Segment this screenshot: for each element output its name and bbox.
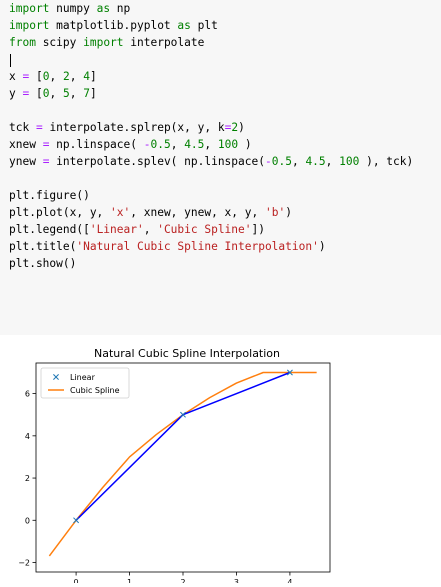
code-line-13: plt.plot(x, y, 'x', xnew, ynew, x, y, 'b… — [9, 206, 292, 219]
x-tick-label: 2 — [180, 578, 185, 583]
code-line-15: plt.title('Natural Cubic Spline Interpol… — [9, 240, 326, 253]
y-tick-label: −2 — [18, 559, 30, 568]
marker-stroke — [286, 369, 293, 376]
chart-title: Natural Cubic Spline Interpolation — [94, 347, 280, 360]
legend-label-cubic-spline: Cubic Spline — [70, 386, 120, 395]
legend-marker-linear — [53, 374, 59, 380]
x-tick-label: 0 — [74, 578, 79, 583]
y-tick-label: 2 — [25, 474, 30, 483]
y-tick-label: 4 — [25, 432, 30, 441]
code-line-12: plt.figure() — [9, 189, 90, 202]
code-line-10: ynew = interpolate.splev( np.linspace(-0… — [9, 155, 414, 168]
marker-stroke — [180, 411, 186, 418]
code-line-16: plt.show() — [9, 257, 77, 270]
code-line-9: xnew = np.linspace( -0.5, 4.5, 100 ) — [9, 138, 252, 151]
code-line-5: x = [0, 2, 4] — [9, 70, 97, 83]
y-tick-label: 0 — [25, 516, 30, 525]
code-line-6: y = [0, 5, 7] — [9, 87, 97, 100]
x-tick-label: 3 — [234, 578, 239, 583]
data-point-marker — [73, 517, 80, 524]
code-line-2: import matplotlib.pyplot as plt — [9, 19, 218, 32]
x-tick-label: 4 — [287, 578, 292, 583]
chart: Natural Cubic Spline Interpolation 0 1 2 3 4… — [18, 347, 331, 587]
text-cursor — [10, 54, 11, 67]
code-cell[interactable]: import numpy as np import matplotlib.pyp… — [0, 0, 441, 335]
data-point-marker — [286, 369, 293, 376]
series-layer — [48, 369, 317, 557]
data-point-marker — [180, 411, 186, 418]
y-tick-label: 6 — [25, 390, 30, 399]
code-line-3: from scipy import interpolate — [9, 36, 205, 49]
x-tick-label: 1 — [127, 578, 132, 583]
output-cell: Natural Cubic Spline Interpolation 0 1 2 3 4… — [0, 335, 441, 587]
legend-label-linear: Linear — [70, 373, 96, 382]
code-line-1: import numpy as np — [9, 2, 131, 15]
marker-stroke — [73, 517, 80, 524]
code-line-14: plt.legend(['Linear', 'Cubic Spline']) — [9, 223, 265, 236]
code-line-8: tck = interpolate.splrep(x, y, k=2) — [9, 121, 245, 134]
legend: Linear Cubic Spline — [40, 367, 130, 399]
